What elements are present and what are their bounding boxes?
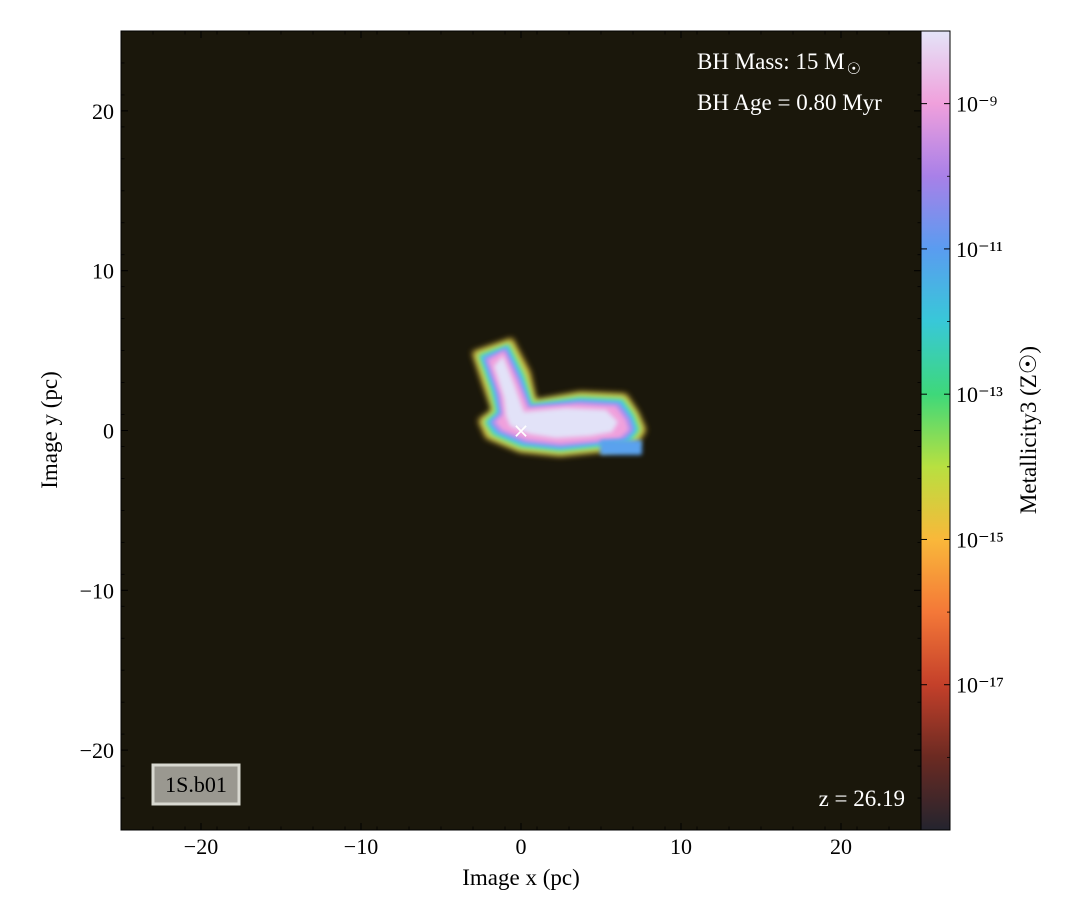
- metallicity-plume: [472, 338, 646, 456]
- redshift-annotation: z = 26.19: [819, 786, 905, 811]
- colorbar-ticks: 10⁻⁹ 10⁻¹¹ 10⁻¹³ 10⁻¹⁵ 10⁻¹⁷: [921, 30, 1004, 831]
- colorbar-label: Metallicity3 (Z☉): [1016, 346, 1041, 514]
- halo-label-text: 1S.b01: [165, 772, 227, 797]
- x-axis-label: Image x (pc): [462, 865, 580, 890]
- bh-age-annotation: BH Age = 0.80 Myr: [697, 90, 882, 115]
- colorbar-tick-label: 10⁻¹³: [956, 382, 1003, 407]
- black-hole-marker: ×: [513, 419, 530, 443]
- colorbar-tick-label: 10⁻¹⁵: [956, 527, 1004, 552]
- colorbar: [920, 30, 951, 831]
- y-tick-label: 0: [103, 419, 114, 444]
- y-axis-label: Image y (pc): [37, 371, 62, 489]
- x-tick-label: −20: [184, 834, 218, 859]
- colorbar-tick-label: 10⁻¹¹: [956, 237, 1003, 262]
- halo-label-box: 1S.b01: [151, 763, 241, 806]
- colorbar-tick-label: 10⁻⁹: [956, 92, 998, 117]
- y-tick-label: −10: [80, 578, 114, 603]
- y-axis-ticks: −20 −10 0 10 20: [80, 30, 921, 831]
- y-tick-label: 10: [92, 259, 114, 284]
- x-axis-ticks: −20 −10 0 10 20: [120, 31, 922, 859]
- colorbar-tick-label: 10⁻¹⁷: [956, 673, 1004, 698]
- y-tick-label: −20: [80, 738, 114, 763]
- x-tick-label: 10: [670, 834, 692, 859]
- bh-mass-annotation: BH Mass: 15 M ☉: [697, 49, 861, 78]
- x-tick-label: 20: [830, 834, 852, 859]
- x-tick-label: 0: [516, 834, 527, 859]
- x-tick-label: −10: [344, 834, 378, 859]
- y-tick-label: 20: [92, 99, 114, 124]
